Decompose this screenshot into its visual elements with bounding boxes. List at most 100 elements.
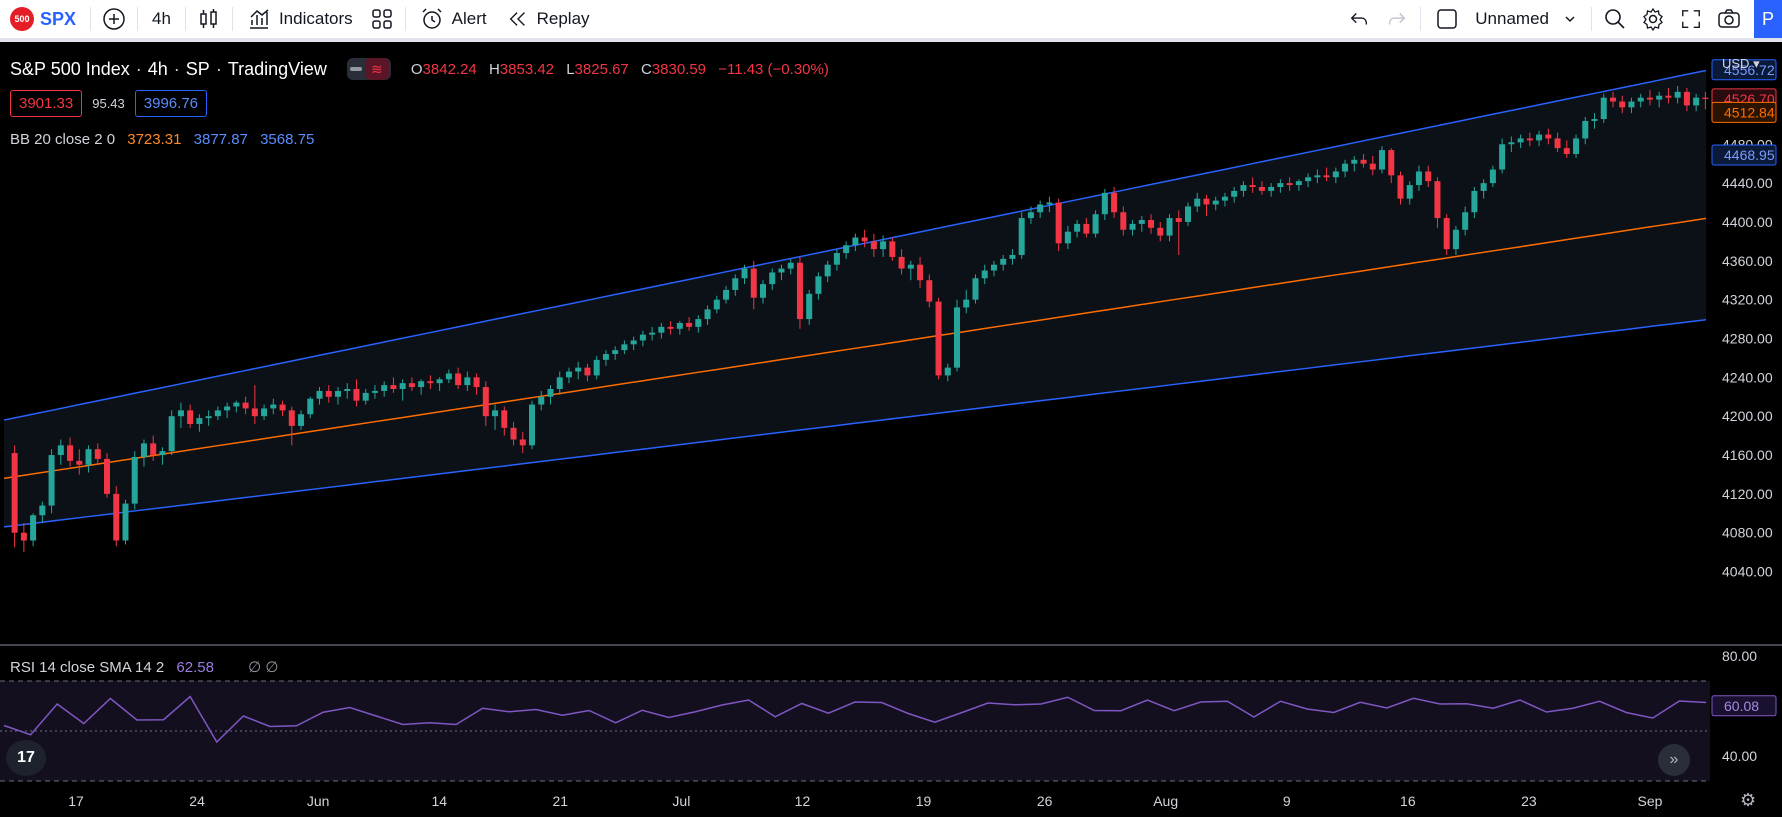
- spx-logo-icon: 500: [10, 7, 34, 31]
- time-tick-label: 23: [1521, 793, 1537, 809]
- chart-type-button[interactable]: [190, 0, 228, 38]
- candle-body: [1018, 218, 1025, 255]
- rsi-empty-value-icons: ∅ ∅: [248, 659, 279, 676]
- candle-body: [510, 427, 517, 440]
- candle-body: [602, 354, 609, 360]
- open-key: O: [410, 60, 423, 78]
- buy-price-button[interactable]: 3996.76: [134, 90, 208, 117]
- toggle-off-segment: [347, 58, 365, 80]
- undo-icon: [1350, 13, 1368, 25]
- layout-name-button[interactable]: Unnamed: [1425, 0, 1587, 38]
- candle-body: [1305, 177, 1312, 182]
- alert-button[interactable]: Alert: [410, 0, 497, 38]
- rsi-badge: [1711, 695, 1777, 717]
- publish-button[interactable]: P: [1754, 0, 1782, 38]
- layouts-button[interactable]: [363, 0, 401, 38]
- indicators-label: Indicators: [278, 9, 353, 28]
- candle-body: [1120, 212, 1127, 230]
- candle-body: [177, 410, 184, 417]
- candle-body: [981, 270, 988, 279]
- candle-body: [621, 344, 628, 351]
- quote-row: 3901.33 95.43 3996.76: [10, 90, 208, 117]
- candle-body: [1683, 91, 1690, 106]
- candle-body: [686, 322, 693, 327]
- candles-group: [11, 86, 1709, 553]
- price-tick-label: 4080.00: [1722, 525, 1773, 541]
- redo-button[interactable]: [1378, 0, 1416, 38]
- candle-body: [168, 416, 175, 452]
- candle-body: [473, 377, 480, 388]
- fullscreen-button[interactable]: [1672, 0, 1710, 38]
- candle-body: [104, 458, 111, 494]
- interval-button[interactable]: 4h: [152, 9, 171, 28]
- candle-body: [1295, 181, 1302, 186]
- time-tick-label: Jun: [307, 793, 330, 809]
- candle-body: [1563, 148, 1570, 154]
- candle-body: [944, 367, 951, 376]
- symbol-search-button[interactable]: 500 SPX: [0, 0, 86, 38]
- candle-body: [1415, 171, 1422, 186]
- candle-body: [519, 439, 526, 446]
- price-tick-label: 4240.00: [1722, 369, 1773, 385]
- candle-body: [436, 379, 443, 384]
- candle-body: [381, 385, 388, 391]
- candle-body: [408, 383, 415, 388]
- scroll-to-realtime-button[interactable]: »: [1658, 744, 1690, 776]
- candles-icon: [200, 9, 217, 28]
- candle-body: [1591, 119, 1598, 121]
- candle-body: [556, 377, 563, 389]
- undo-button[interactable]: [1340, 0, 1378, 38]
- snapshot-button[interactable]: [1710, 0, 1748, 38]
- fullscreen-icon: [1682, 10, 1700, 28]
- candle-body: [1203, 198, 1210, 205]
- main-chart[interactable]: 4440.00 4400.00 4360.00 4320.00 4280.00 4240.…: [0, 46, 1782, 817]
- candle-body: [57, 445, 64, 456]
- candle-body: [898, 256, 905, 269]
- open-value: 3842.24: [422, 60, 477, 78]
- candle-body: [1582, 120, 1589, 139]
- candle-body: [196, 418, 203, 424]
- candle-body: [593, 359, 600, 376]
- tradingview-logo-icon[interactable]: 17: [6, 740, 46, 776]
- candle-body: [224, 406, 231, 411]
- candle-body: [1526, 138, 1533, 141]
- candle-body: [131, 456, 138, 504]
- settings-button[interactable]: [1634, 0, 1672, 38]
- candle-body: [1609, 97, 1616, 102]
- time-tick-label: 19: [916, 793, 932, 809]
- candle-body: [1342, 163, 1349, 172]
- ohlc-values: O3842.24 H3853.42 L3825.67 C3830.59 −11.…: [411, 61, 837, 78]
- gear-icon[interactable]: ⚙: [1740, 790, 1757, 810]
- bb-legend[interactable]: BB 20 close 2 0 3723.31 3877.87 3568.75: [10, 131, 314, 148]
- rsi-legend[interactable]: RSI 14 close SMA 14 2 62.58 ∅ ∅: [10, 658, 278, 676]
- price-badge: [1711, 59, 1777, 81]
- time-tick-label: Jul: [672, 793, 690, 809]
- currency-selector[interactable]: USD ▾: [1722, 56, 1760, 71]
- candle-body: [344, 389, 351, 391]
- legend-source: TradingView: [227, 58, 327, 79]
- candle-body: [279, 404, 286, 411]
- spread-value: 95.43: [92, 96, 125, 111]
- price-axis[interactable]: 4440.00 4400.00 4360.00 4320.00 4280.00 4240.…: [1711, 59, 1777, 764]
- candle-body: [723, 289, 730, 300]
- candle-body: [824, 264, 831, 277]
- market-status-toggle[interactable]: ≋: [346, 58, 391, 80]
- price-tick-label: 4360.00: [1722, 253, 1773, 269]
- candle-body: [455, 373, 462, 386]
- candle-body: [1397, 175, 1404, 199]
- candle-body: [1074, 223, 1081, 232]
- candle-body: [843, 245, 850, 254]
- sell-price-button[interactable]: 3901.33: [10, 90, 83, 117]
- compare-add-symbol-button[interactable]: [95, 0, 133, 38]
- time-axis[interactable]: 17 24 Jun 14 21 Jul 12 19 26 Aug 9 16 23 Sep: [68, 793, 1662, 809]
- candle-body: [1184, 206, 1191, 222]
- replay-button[interactable]: Replay: [497, 0, 600, 38]
- candle-body: [787, 262, 794, 269]
- indicators-button[interactable]: Indicators: [237, 0, 363, 38]
- candle-body: [1536, 134, 1543, 141]
- candle-body: [1665, 95, 1672, 98]
- search-button[interactable]: [1596, 0, 1634, 38]
- candle-body: [30, 515, 37, 541]
- candle-body: [1046, 202, 1053, 205]
- candle-body: [759, 284, 766, 298]
